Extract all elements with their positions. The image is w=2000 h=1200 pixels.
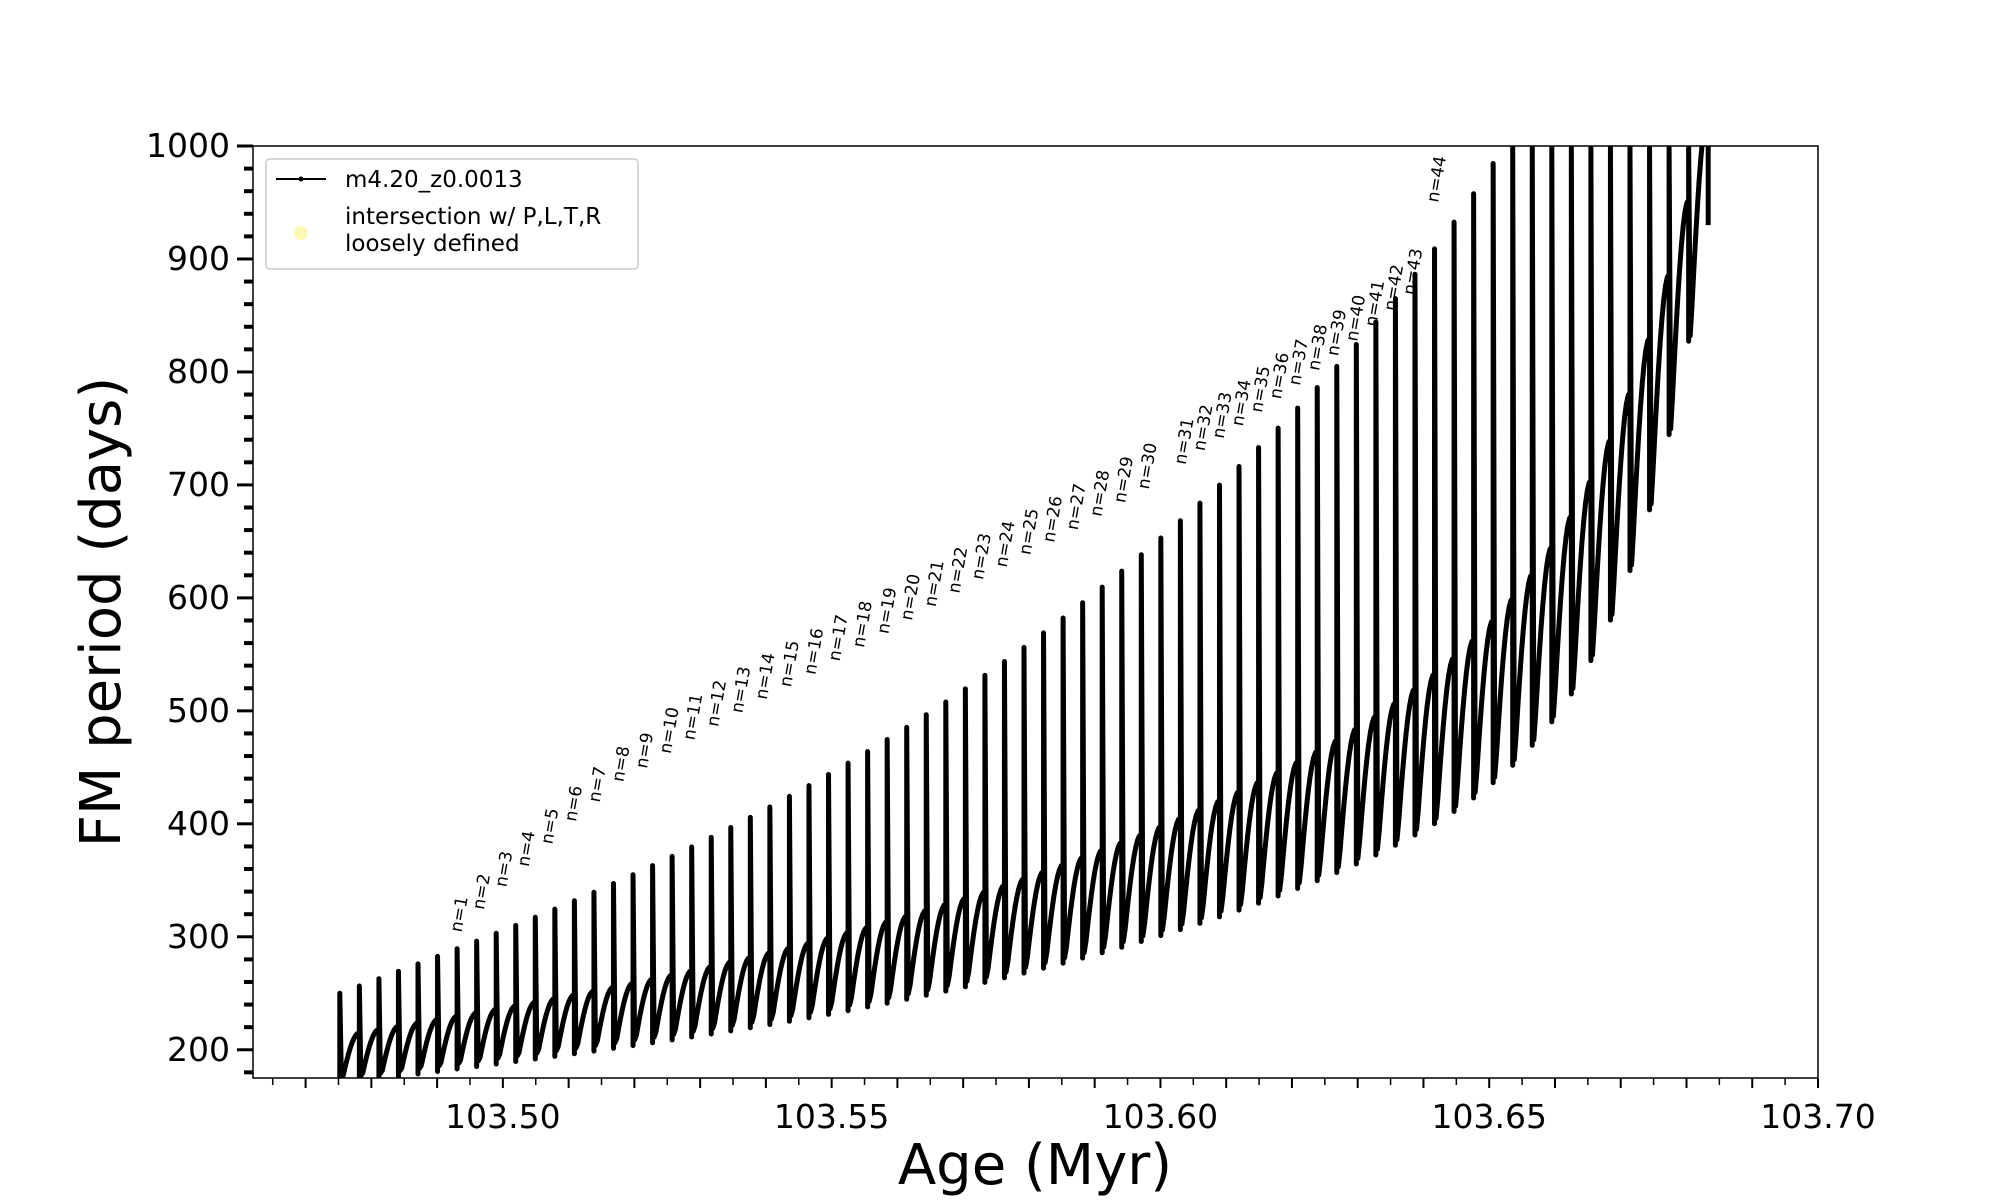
y-tick-label: 500 (167, 691, 230, 730)
y-tick-label: 700 (167, 465, 230, 504)
x-tick-label: 103.50 (445, 1097, 560, 1136)
plot-frame (252, 145, 1819, 1079)
x-tick-label: 103.60 (1103, 1097, 1218, 1136)
y-tick-label: 400 (167, 804, 230, 843)
legend: m4.20_z0.0013 intersection w/ P,L,T,R loo… (265, 158, 639, 270)
legend-intersection-label-line: loosely defined (345, 231, 520, 257)
legend-intersection-label-line: intersection w/ P,L,T,R (345, 204, 601, 230)
y-tick-label: 300 (167, 917, 230, 956)
x-tick-label: 103.65 (1431, 1097, 1546, 1136)
y-axis: 200 300 400 500 600 700 800 900 1000 (146, 126, 253, 1075)
y-tick-label: 600 (167, 578, 230, 617)
x-axis: 103.50 103.55 103.60 103.65 103.70 (271, 1078, 1876, 1136)
y-tick-label: 900 (167, 239, 230, 278)
legend-series-label: m4.20_z0.0013 (345, 167, 523, 193)
legend-intersection-marker (294, 226, 308, 240)
legend-box (265, 158, 639, 270)
series-line (337, 146, 1711, 1078)
legend-intersection-label: intersection w/ P,L,T,R loosely defined (345, 204, 601, 257)
y-tick-label: 1000 (146, 126, 230, 165)
series-layer (337, 146, 1711, 1078)
y-axis-title: FM period (days) (69, 377, 134, 847)
plot-area (337, 146, 1711, 1078)
x-tick-label: 103.55 (774, 1097, 889, 1136)
x-tick-label: 103.70 (1760, 1097, 1875, 1136)
y-tick-label: 200 (167, 1030, 230, 1069)
legend-series-marker (298, 176, 304, 182)
y-tick-label: 800 (167, 352, 230, 391)
x-axis-title: Age (Myr) (898, 1133, 1172, 1198)
